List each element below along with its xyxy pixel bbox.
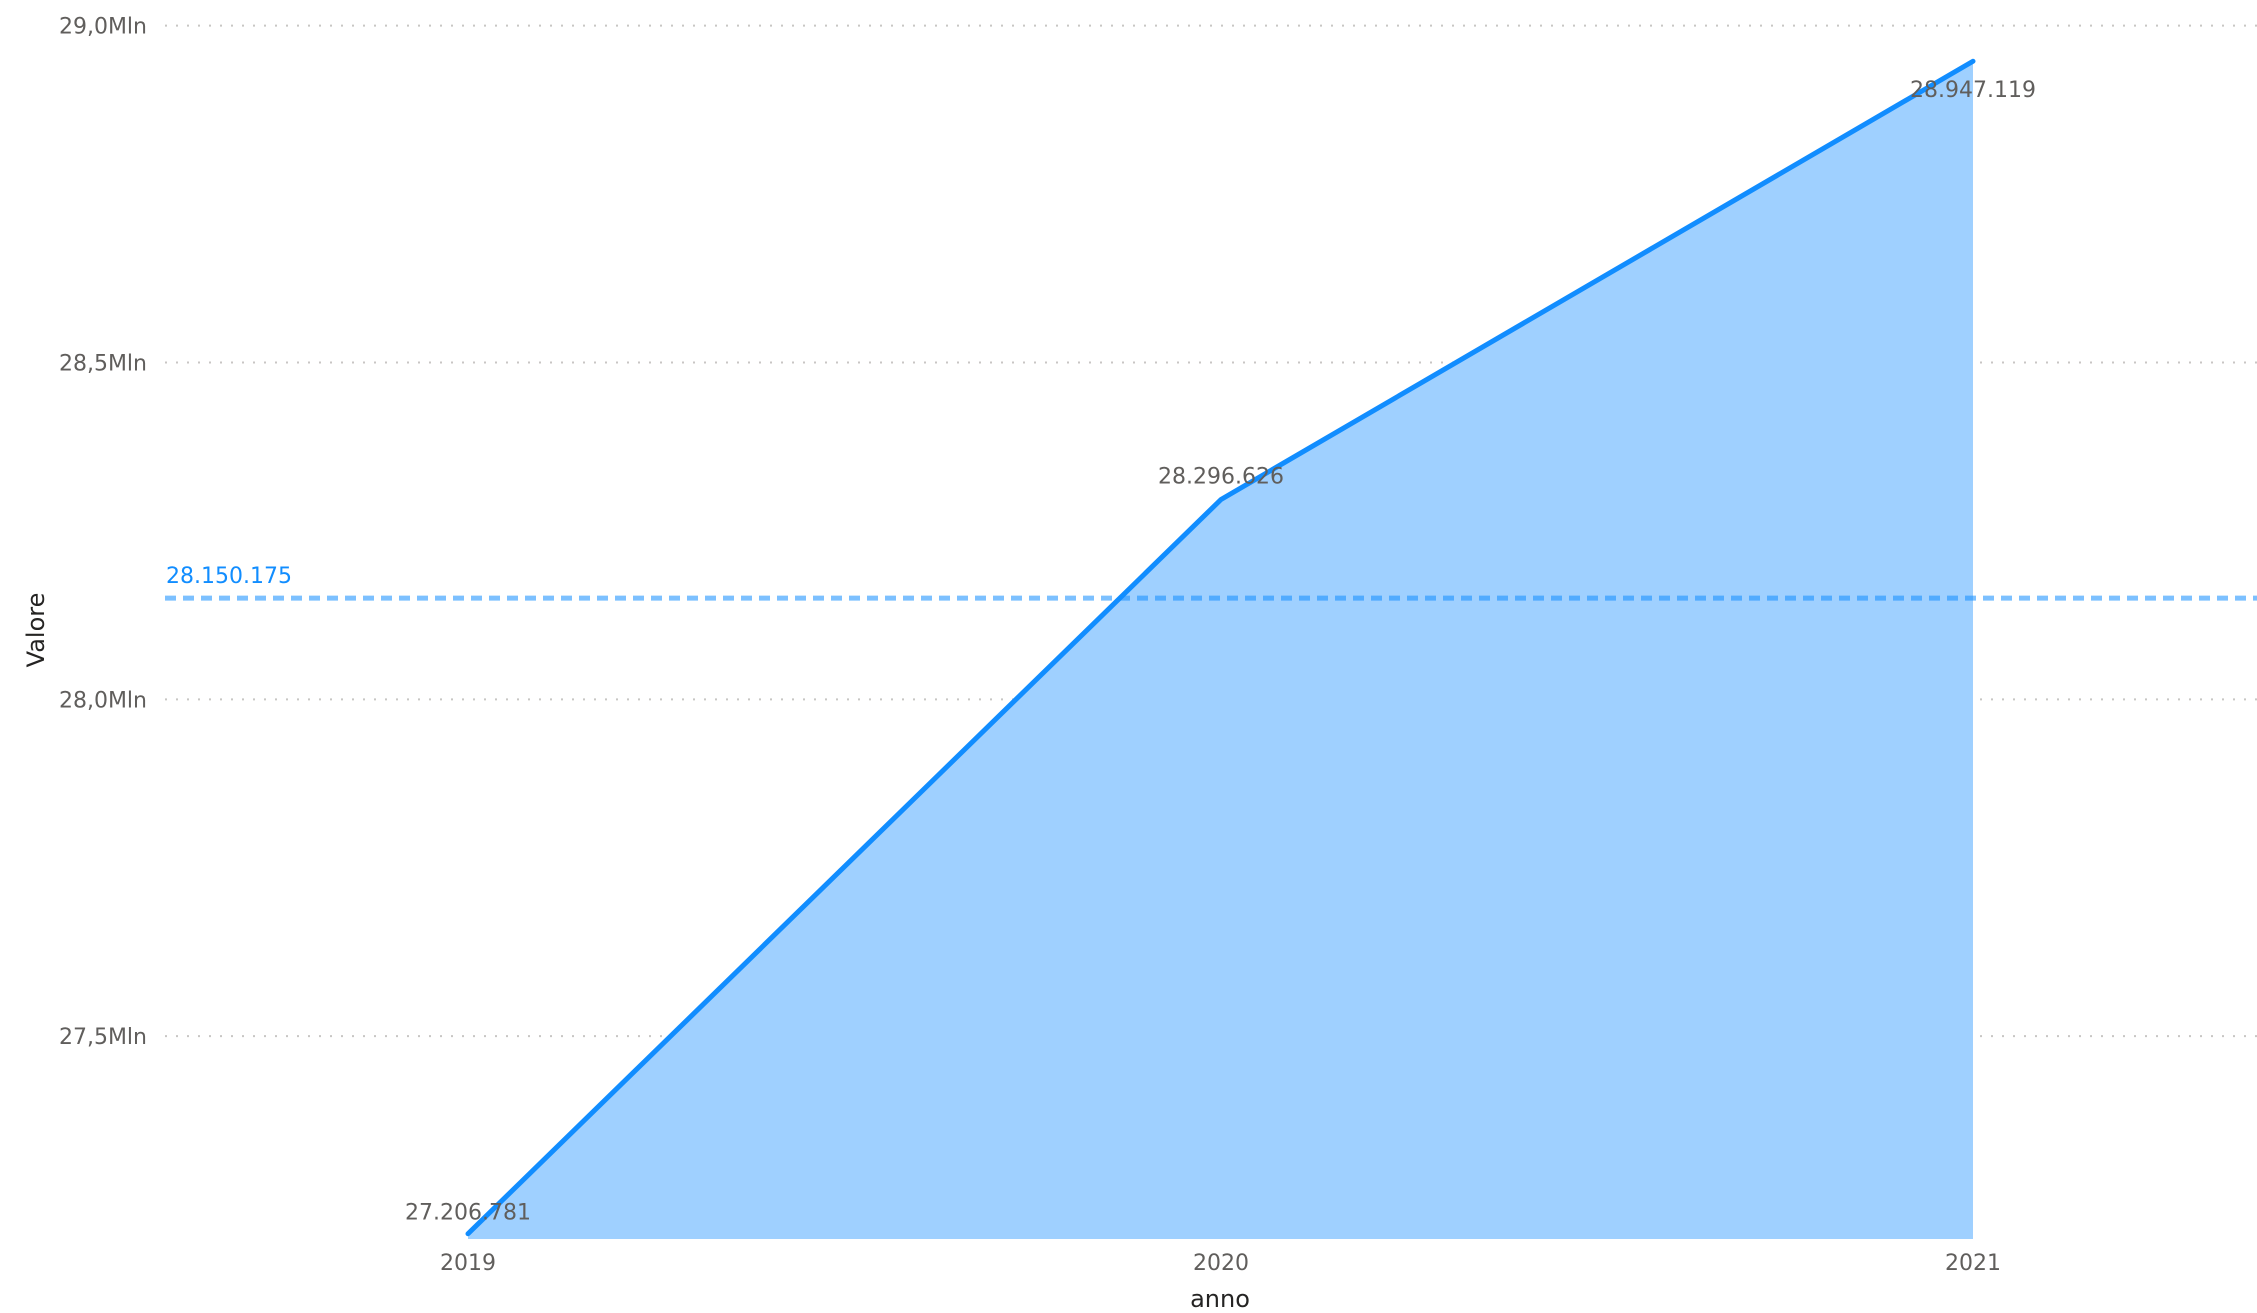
data-label: 28.296.626 xyxy=(1158,464,1284,489)
x-axis-title: anno xyxy=(1190,1285,1250,1313)
area-series xyxy=(465,58,1976,1239)
data-labels: 27.206.781 28.296.626 28.947.119 xyxy=(405,78,2036,1225)
area-fill xyxy=(468,61,1973,1239)
y-axis-title: Valore xyxy=(22,593,50,668)
x-tick-label: 2019 xyxy=(440,1251,496,1276)
x-tick-label: 2020 xyxy=(1193,1251,1249,1276)
y-tick-label: 28,0Mln xyxy=(59,688,147,713)
x-axis-ticks: 2019 2020 2021 xyxy=(440,1251,2001,1276)
y-axis-ticks: 29,0Mln 28,5Mln 28,0Mln 27,5Mln xyxy=(59,15,147,1051)
y-tick-label: 28,5Mln xyxy=(59,351,147,376)
y-tick-label: 29,0Mln xyxy=(59,15,147,40)
y-tick-label: 27,5Mln xyxy=(59,1025,147,1050)
x-tick-label: 2021 xyxy=(1945,1251,2001,1276)
reference-line-group: 28.150.175 xyxy=(165,564,2257,601)
reference-line-label: 28.150.175 xyxy=(166,564,292,589)
data-label: 27.206.781 xyxy=(405,1201,531,1226)
data-label: 28.947.119 xyxy=(1910,78,2036,103)
